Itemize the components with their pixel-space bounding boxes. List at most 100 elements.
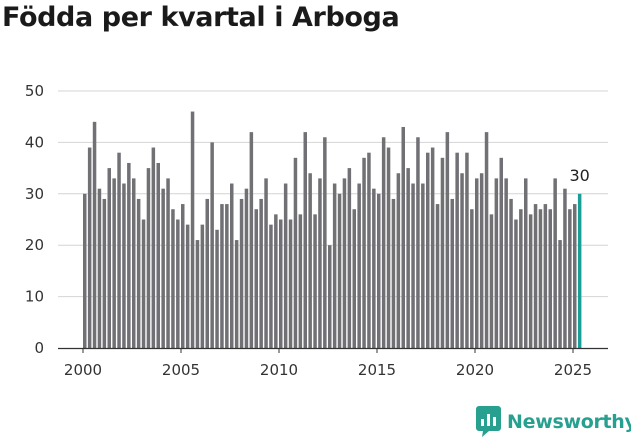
bar (146, 168, 151, 348)
bar (283, 183, 288, 348)
bar (141, 219, 146, 348)
bar (156, 162, 160, 348)
bar (254, 209, 258, 348)
bar (230, 183, 234, 348)
bar (524, 178, 528, 348)
bar (519, 209, 523, 348)
bar (372, 188, 376, 348)
bar (92, 121, 97, 348)
bar (568, 209, 572, 348)
bar (259, 198, 263, 348)
bar (342, 178, 347, 348)
y-tick-label: 40 (25, 133, 44, 151)
bar (332, 183, 337, 348)
x-tick-label: 2000 (64, 361, 102, 379)
bar (484, 132, 489, 348)
x-tick-label: 2005 (162, 361, 200, 379)
bar (298, 214, 303, 348)
bar (190, 111, 195, 348)
bar (220, 204, 224, 348)
x-tick-label: 2025 (554, 361, 592, 379)
bar (288, 219, 293, 348)
x-tick-labels: 2000 2005 2010 2015 2020 2025 (64, 348, 592, 379)
bar (269, 224, 273, 348)
bar (239, 198, 244, 348)
bar (97, 188, 102, 348)
bar (151, 147, 156, 348)
bar (215, 229, 219, 348)
bar (166, 178, 170, 348)
bar (367, 152, 371, 348)
bar (362, 157, 366, 348)
x-tick-label: 2015 (358, 361, 396, 379)
bar (357, 183, 361, 348)
bar (455, 152, 459, 348)
bar (430, 147, 435, 348)
bar (548, 209, 552, 348)
bar (337, 193, 342, 348)
bar (533, 204, 538, 348)
bar (460, 173, 464, 348)
bar (386, 147, 391, 348)
bar (494, 178, 499, 348)
y-tick-label: 20 (25, 236, 44, 254)
bar (83, 193, 87, 348)
bar (352, 209, 356, 348)
bar (450, 198, 454, 348)
bar (328, 245, 332, 348)
bar (225, 204, 229, 348)
bar (553, 178, 557, 348)
chart-title: Födda per kvartal i Arboga (2, 2, 400, 33)
bar (563, 188, 567, 348)
bar (264, 178, 268, 348)
bar (112, 178, 116, 348)
bar-highlight (577, 193, 582, 348)
bar (249, 132, 254, 348)
bar (558, 240, 562, 348)
bar (318, 178, 322, 348)
chart-bubble-icon (476, 406, 501, 437)
brand-name: Newsworthy (507, 411, 631, 433)
bar (132, 178, 136, 348)
y-tick-label: 0 (34, 339, 44, 357)
bar (274, 214, 278, 348)
y-tick-label: 10 (25, 288, 44, 306)
x-tick-label: 2020 (456, 361, 494, 379)
bar (136, 198, 141, 348)
bar (509, 198, 513, 348)
bar (347, 168, 352, 348)
bar (176, 219, 180, 348)
bar (470, 209, 474, 348)
bar (102, 198, 107, 348)
bar (303, 132, 307, 348)
bar (127, 162, 131, 348)
bar (479, 173, 484, 348)
bar (308, 173, 312, 348)
bar (87, 147, 92, 348)
y-tick-label: 50 (25, 82, 44, 100)
bar (185, 224, 190, 348)
bar (391, 198, 396, 348)
bar (416, 137, 420, 348)
bar (445, 132, 450, 348)
bar (406, 168, 410, 348)
bar (381, 137, 386, 348)
bar (514, 219, 518, 348)
bar (117, 152, 121, 348)
bar (313, 214, 317, 348)
bar-series (83, 111, 582, 348)
bar (435, 204, 440, 348)
bar (440, 157, 445, 348)
bar (234, 240, 239, 348)
bar (499, 157, 503, 348)
bar (195, 240, 200, 348)
bar (181, 204, 185, 348)
bar (107, 168, 111, 348)
bar (323, 137, 327, 348)
bar (573, 204, 577, 348)
bar-chart: 0 10 20 30 40 50 2000 2005 2010 2015 2020 2025 30 (25, 82, 608, 379)
bar (538, 209, 543, 348)
bar (543, 204, 548, 348)
bar (210, 142, 214, 348)
bar (489, 214, 494, 348)
